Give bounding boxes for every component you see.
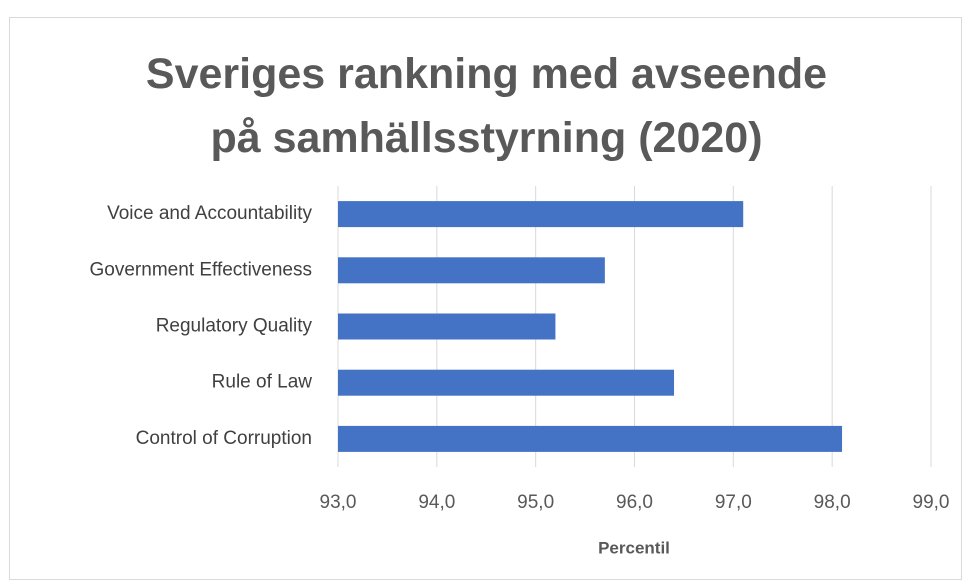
x-tick-label: 94,0 [418, 492, 455, 513]
chart-title: Sveriges rankning med avseende på samhäl… [145, 50, 828, 162]
y-tick-label: Rule of Law [212, 372, 313, 393]
y-tick-label: Regulatory Quality [156, 316, 313, 337]
bar [338, 257, 605, 284]
x-tick-label: 99,0 [913, 492, 950, 513]
x-tick-label: 95,0 [517, 492, 554, 513]
x-tick-label: 93,0 [320, 492, 357, 513]
x-tick-label: 96,0 [616, 492, 653, 513]
bar [338, 201, 744, 228]
bar [338, 425, 843, 452]
y-tick-label: Control of Corruption [136, 428, 312, 449]
x-axis-label: Percentil [598, 538, 670, 557]
bar [338, 313, 556, 340]
y-tick-label: Voice and Accountability [107, 203, 312, 224]
y-tick-label: Government Effectiveness [90, 259, 312, 280]
x-tick-label: 98,0 [814, 492, 851, 513]
chart-frame [9, 17, 962, 580]
x-tick-label: 97,0 [715, 492, 752, 513]
bar [338, 369, 675, 396]
